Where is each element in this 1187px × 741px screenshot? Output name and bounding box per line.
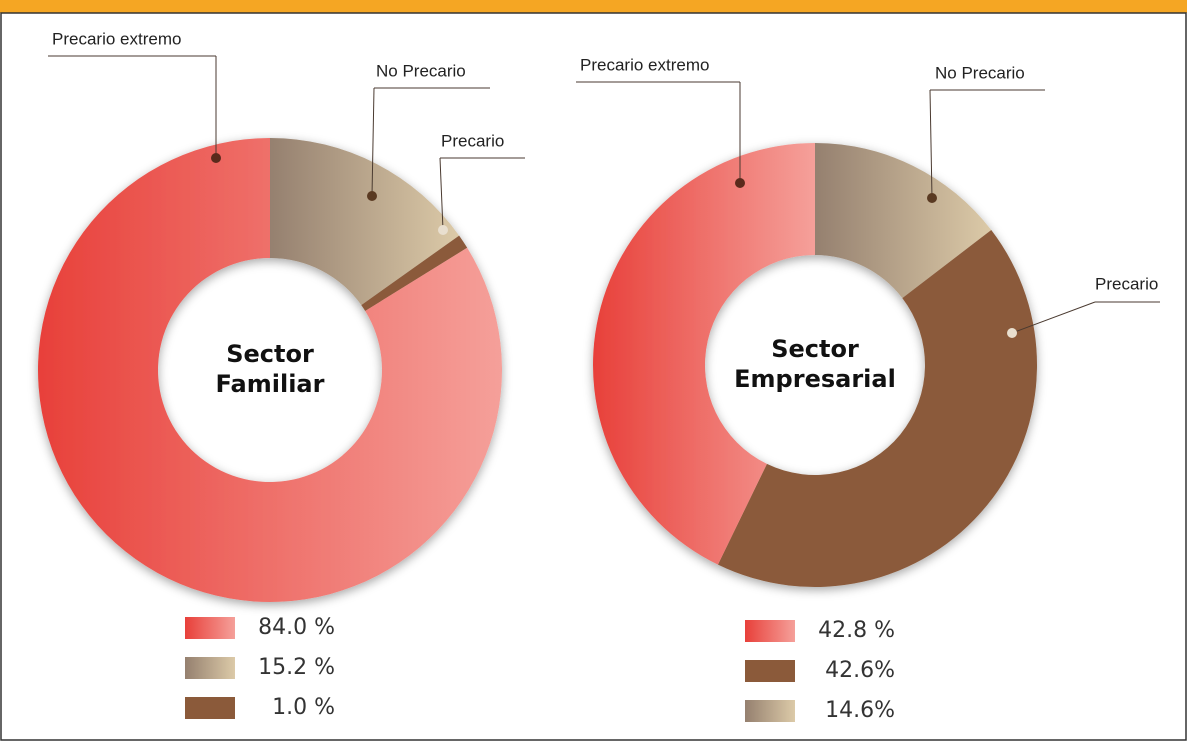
legend-label: 14.6% (825, 698, 895, 723)
legend-label: 1.0 % (272, 695, 335, 720)
legend-swatch (745, 700, 795, 722)
legend-label: 84.0 % (258, 615, 335, 640)
leader-dot (927, 193, 937, 203)
legend-label: 42.8 % (818, 618, 895, 643)
callout-label: No Precario (376, 61, 466, 80)
callout-label: Precario (1095, 274, 1158, 293)
leader-dot (367, 191, 377, 201)
leader-dot (1007, 328, 1017, 338)
legend-swatch (185, 657, 235, 679)
legend-label: 42.6% (825, 658, 895, 683)
leader-dot (211, 153, 221, 163)
chart: SectorFamiliar No Precario Precario Precari… (0, 0, 1187, 741)
legend-swatch (185, 617, 235, 639)
legend-swatch (185, 697, 235, 719)
top-bar (0, 0, 1187, 13)
legend-swatch (745, 660, 795, 682)
donut-slice (718, 230, 1037, 587)
callout-label: Precario (441, 131, 504, 150)
leader-dot (735, 178, 745, 188)
callout-label: Precario extremo (580, 55, 709, 74)
leader-dot (438, 225, 448, 235)
callout-label: No Precario (935, 63, 1025, 82)
legend-label: 15.2 % (258, 655, 335, 680)
callout-label: Precario extremo (52, 29, 181, 48)
legend-swatch (745, 620, 795, 642)
